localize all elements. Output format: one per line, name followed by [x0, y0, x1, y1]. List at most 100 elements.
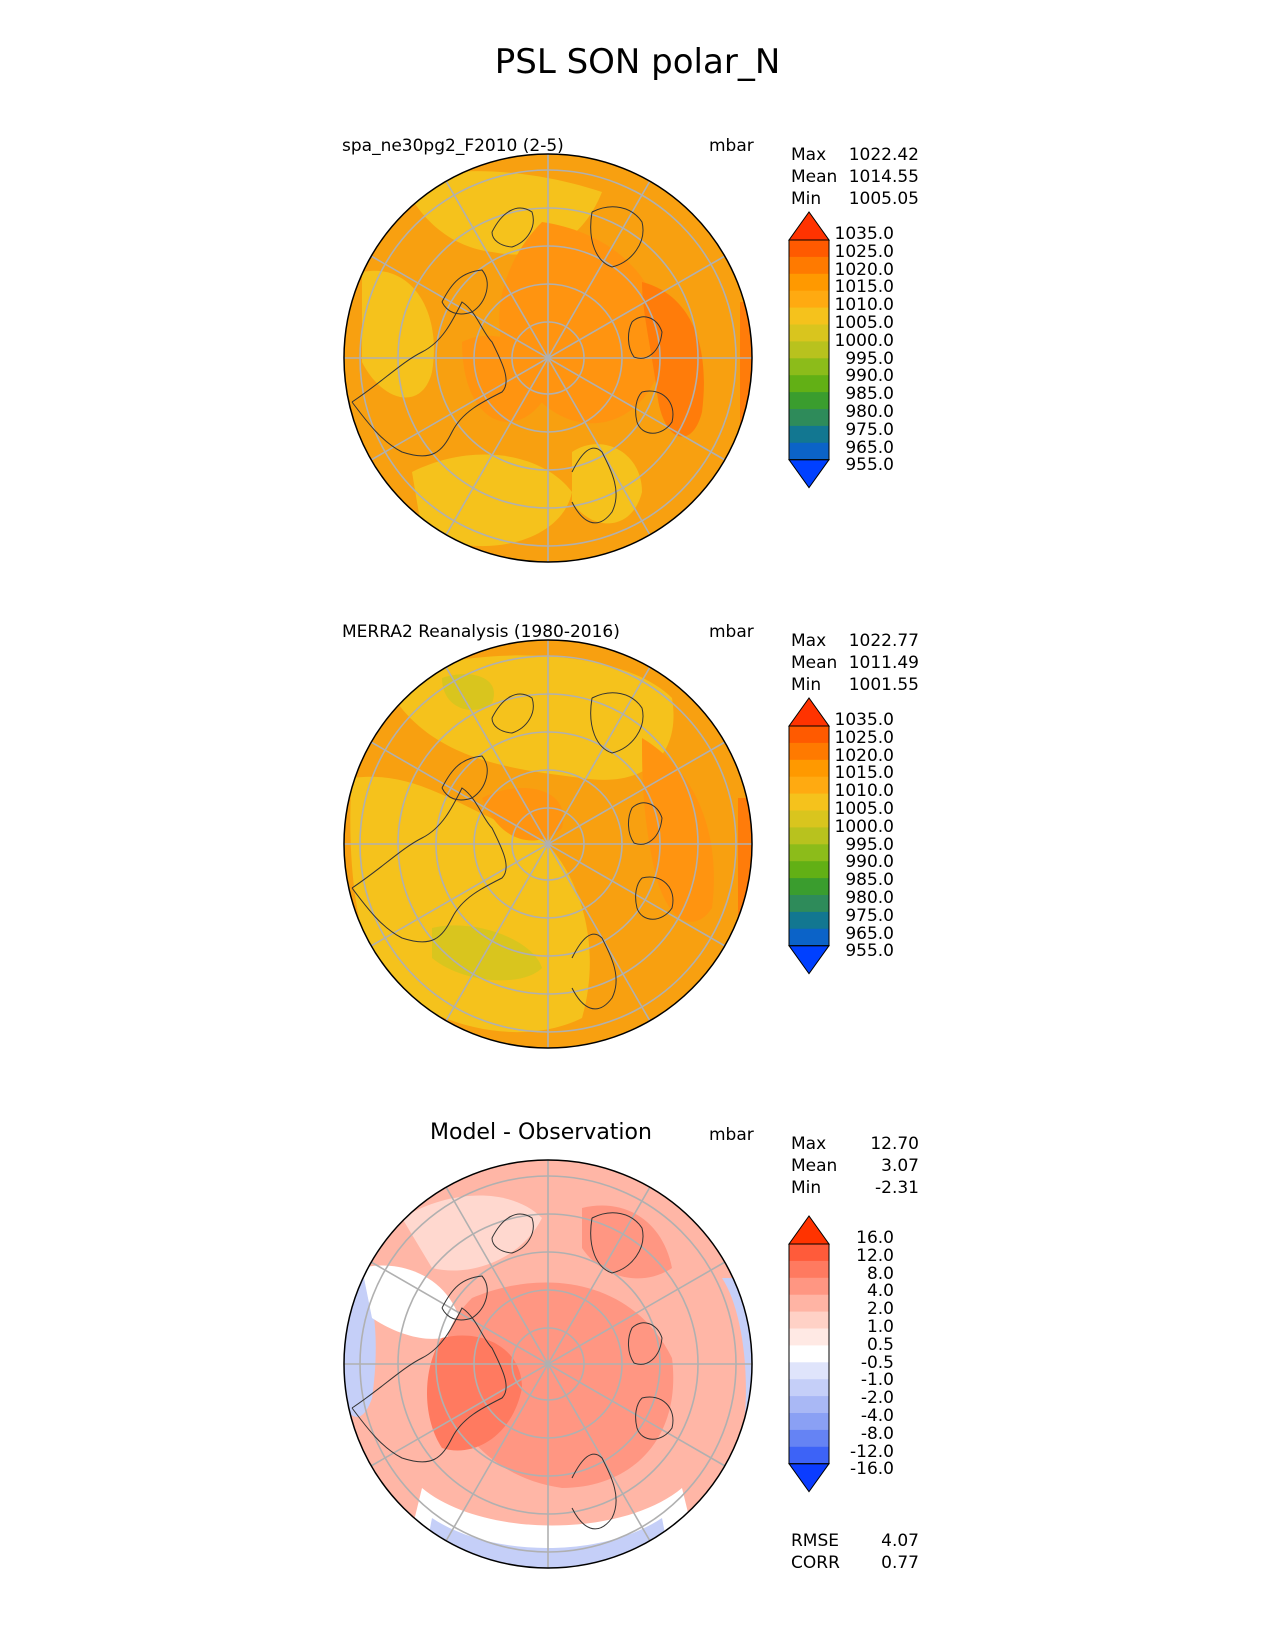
colorbar-bin	[789, 742, 829, 761]
colorbar-bin	[789, 895, 829, 913]
stats-box: Max 12.70 Mean 3.07 Min -2.31	[791, 1133, 919, 1199]
colorbar-bin	[789, 793, 829, 811]
units-label: mbar	[709, 136, 754, 156]
colorbar-bin	[789, 256, 829, 275]
colorbar-tick-label: 1035.0	[834, 224, 894, 244]
colorbar-tick-label: 16.0	[856, 1228, 894, 1248]
colorbar-tick-label: 975.0	[845, 905, 894, 926]
colorbar-tick-label: 980.0	[845, 887, 894, 908]
colorbar-bin	[789, 1294, 829, 1313]
colorbar-bin	[789, 1260, 829, 1279]
colorbar-bin	[789, 1328, 829, 1346]
colorbar-tick-label: -12.0	[850, 1441, 894, 1462]
colorbar-tick-label: -16.0	[850, 1459, 894, 1480]
polar-map	[343, 1159, 753, 1569]
colorbar-bin	[789, 1362, 829, 1380]
colorbar-tick-label: -0.5	[860, 1352, 894, 1373]
colorbar-ticks: 1035.0 1025.0 1020.0 1015.0 1010.0 1005.0 1000…	[822, 710, 894, 961]
colorbar	[788, 697, 830, 975]
polar-map	[343, 153, 753, 563]
stat-min: Min 1001.55	[791, 675, 919, 695]
colorbar-bin	[789, 273, 829, 292]
colorbar-tick-label: -2.0	[860, 1388, 894, 1409]
colorbar-bin	[789, 290, 829, 309]
panel-model: spa_ne30pg2_F2010 (2-5) mbar Max 1022.42 …	[0, 110, 1275, 580]
colorbar-tick-label: -4.0	[860, 1405, 894, 1426]
colorbar-bin	[789, 240, 829, 258]
metric-rmse: RMSE 4.07	[791, 1531, 919, 1551]
colorbar-bin	[789, 409, 829, 427]
colorbar-bin	[789, 1446, 829, 1465]
colorbar-tick-label: 990.0	[845, 852, 894, 873]
colorbar-tick-label: 1.0	[866, 1316, 894, 1337]
colorbar-tick-label: 1035.0	[834, 710, 894, 730]
colorbar-bin	[789, 1429, 829, 1448]
colorbar-bin	[789, 827, 829, 845]
metrics-box: RMSE 4.07 CORR 0.77	[791, 1530, 919, 1574]
colorbar-tick-label: 12.0	[856, 1245, 894, 1266]
colorbar-tick-label: -8.0	[860, 1423, 894, 1444]
panel-title: MERRA2 Reanalysis (1980-2016)	[342, 622, 620, 642]
colorbar-tick-label: 4.0	[866, 1281, 894, 1302]
colorbar-bin	[789, 1379, 829, 1397]
stat-mean: Mean 1011.49	[791, 653, 919, 673]
colorbar-bin	[789, 776, 829, 795]
polar-map	[343, 639, 753, 1049]
colorbar-tick-label: 965.0	[845, 923, 894, 944]
colorbar-bin	[789, 844, 829, 862]
colorbar-tick-label: 1020.0	[834, 745, 894, 766]
units-label: mbar	[709, 1125, 754, 1145]
stat-mean: Mean 3.07	[791, 1156, 919, 1176]
colorbar	[788, 1215, 830, 1493]
colorbar-tick-label: 955.0	[845, 455, 894, 476]
colorbar-tick-label: 1010.0	[834, 295, 894, 316]
colorbar-bin	[789, 1345, 829, 1363]
colorbar-bin	[789, 358, 829, 376]
colorbar-tick-label: 8.0	[866, 1263, 894, 1284]
colorbar-bin	[789, 861, 829, 879]
colorbar-bin	[789, 392, 829, 410]
units-label: mbar	[709, 622, 754, 642]
colorbar-outline	[788, 239, 830, 461]
colorbar-tick-label: 995.0	[845, 348, 894, 369]
colorbar-tick-label: 985.0	[845, 870, 894, 891]
colorbar-tick-label: 1015.0	[834, 763, 894, 784]
panel-difference: Model - Observation mbar Max 12.70 Mean 3.…	[0, 1090, 1275, 1573]
colorbar-tick-label: 1025.0	[834, 727, 894, 748]
colorbar-tick-label: 995.0	[845, 834, 894, 855]
colorbar-tick-label: 1015.0	[834, 277, 894, 298]
colorbar-tick-label: 1005.0	[834, 798, 894, 819]
stat-mean: Mean 1014.55	[791, 167, 919, 187]
colorbar-bin	[789, 324, 829, 342]
stat-min: Min 1005.05	[791, 189, 919, 209]
colorbar-tick-label: 1010.0	[834, 781, 894, 802]
stat-max: Max 1022.77	[791, 631, 919, 651]
colorbar-bin	[789, 726, 829, 744]
colorbar-outline	[788, 1243, 830, 1465]
colorbar-tick-label: -1.0	[860, 1370, 894, 1391]
colorbar-bin	[789, 759, 829, 778]
colorbar-bin	[789, 928, 829, 947]
stat-min: Min -2.31	[791, 1178, 919, 1198]
colorbar-bin	[789, 911, 829, 930]
colorbar-bin	[789, 1413, 829, 1431]
panel-title: Model - Observation	[430, 1120, 652, 1145]
colorbar-bin	[789, 810, 829, 828]
colorbar-bin	[789, 1277, 829, 1296]
colorbar-bin	[789, 1396, 829, 1414]
stats-box: Max 1022.42 Mean 1014.55 Min 1005.05	[791, 144, 919, 210]
panel-title: spa_ne30pg2_F2010 (2-5)	[342, 136, 564, 156]
colorbar-tick-label: 0.5	[866, 1334, 894, 1355]
colorbar-bin	[789, 878, 829, 896]
colorbar-tick-label: 1005.0	[834, 312, 894, 333]
colorbar-bin	[789, 425, 829, 444]
colorbar-tick-label: 1000.0	[834, 330, 894, 351]
colorbar-outline	[788, 725, 830, 947]
panel-observation: MERRA2 Reanalysis (1980-2016) mbar Max 10…	[0, 596, 1275, 1066]
colorbar-ticks: 16.0 12.0 8.0 4.0 2.0 1.0 0.5 -0.5 -1.0 -2.0 -4.0-…	[822, 1228, 894, 1480]
colorbar-bin	[789, 307, 829, 325]
stat-max: Max 1022.42	[791, 145, 919, 165]
colorbar-tick-label: 1000.0	[834, 816, 894, 837]
colorbar	[788, 211, 830, 489]
colorbar-bin	[789, 341, 829, 359]
